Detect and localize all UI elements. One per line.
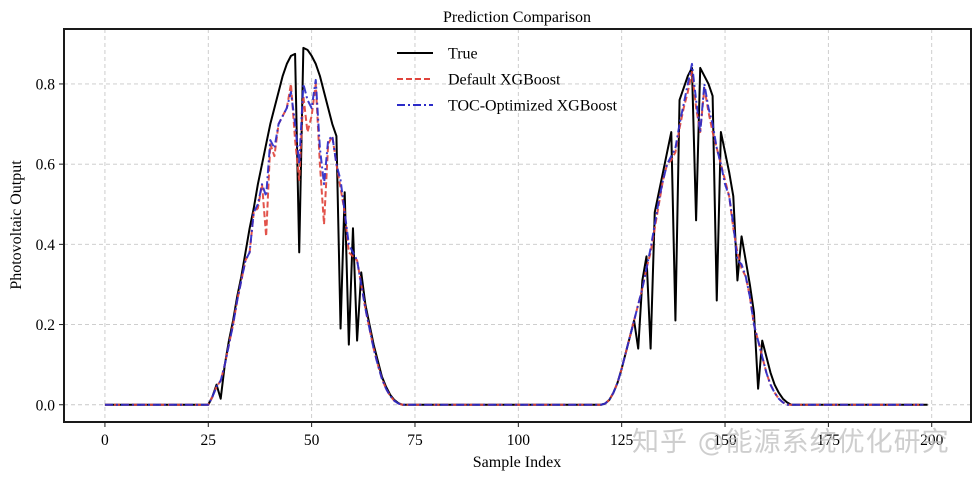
x-tick-label: 50 (304, 432, 320, 449)
x-axis-ticks: 0 25 50 75 100 125 150 175 200 (101, 422, 944, 449)
y-tick-label: 0.0 (36, 397, 56, 414)
plot-frame (63, 28, 972, 423)
x-tick-label: 0 (101, 432, 109, 449)
y-axis-label: Photovoltaic Output (8, 160, 25, 290)
legend: True Default XGBoost TOC-Optimized XGBoost (397, 46, 618, 115)
y-tick-label: 0.2 (36, 317, 55, 334)
legend-entry: True (397, 46, 478, 63)
series-line-default-xgboost (104, 70, 924, 406)
x-tick-label: 100 (507, 432, 531, 449)
legend-entry: TOC-Optimized XGBoost (397, 98, 618, 115)
y-tick-label: 0.4 (36, 237, 56, 254)
legend-entry: Default XGBoost (397, 72, 561, 89)
chart-title: Prediction Comparison (443, 9, 591, 26)
x-tick-label: 150 (713, 432, 737, 449)
legend-label: TOC-Optimized XGBoost (448, 98, 618, 115)
x-tick-label: 75 (407, 432, 423, 449)
x-tick-label: 25 (201, 432, 217, 449)
x-tick-label: 125 (610, 432, 634, 449)
legend-label: True (448, 46, 478, 63)
series-line-toc-optimized-xgboost (104, 62, 924, 406)
y-tick-label: 0.8 (36, 76, 56, 93)
legend-label: Default XGBoost (448, 72, 561, 89)
x-tick-label: 200 (920, 432, 944, 449)
y-axis-ticks: 0.0 0.2 0.4 0.6 0.8 (36, 76, 64, 414)
x-axis-label: Sample Index (473, 454, 561, 471)
grid-lines (64, 29, 971, 422)
series-lines (104, 46, 928, 406)
x-tick-label: 175 (817, 432, 841, 449)
y-tick-label: 0.6 (36, 157, 56, 174)
